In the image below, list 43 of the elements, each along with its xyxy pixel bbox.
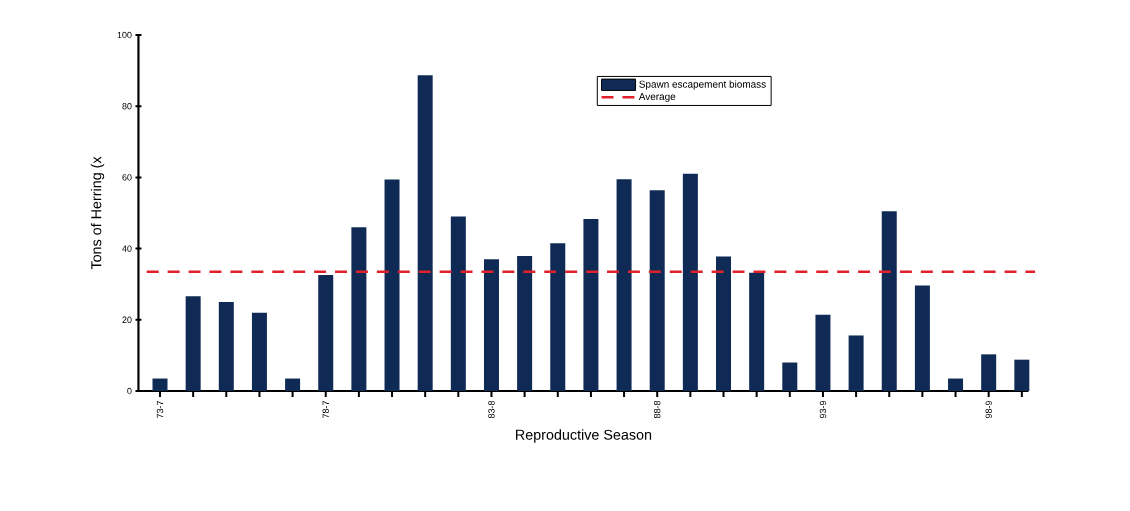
bar [417, 75, 433, 391]
bar [749, 272, 765, 391]
bar [351, 227, 367, 391]
y-axis-title: Tons of Herring (x [90, 156, 105, 270]
bar [682, 173, 698, 391]
bar [948, 378, 964, 391]
bar [881, 211, 897, 391]
x-axis-title: Reproductive Season [516, 429, 652, 443]
x-tick-label: 98-9 [985, 400, 992, 419]
bar [782, 362, 798, 391]
bar [550, 243, 566, 391]
bar [517, 256, 533, 391]
bar [185, 296, 201, 391]
bar [716, 256, 732, 391]
bar [1014, 359, 1030, 391]
bar [384, 179, 400, 391]
bar [583, 219, 599, 391]
bar [450, 216, 466, 391]
bar [848, 335, 864, 391]
x-tick-label: 73-7 [156, 400, 164, 418]
y-tick-label: 100 [117, 31, 132, 39]
legend-label: Spawn escapement biomass [639, 80, 766, 90]
bar [616, 179, 632, 391]
bar [218, 302, 234, 391]
y-tick-label: 80 [122, 103, 132, 110]
bar [914, 285, 930, 391]
y-tick-label: 40 [122, 245, 132, 252]
y-tick-label: 0 [127, 387, 132, 395]
bar [483, 259, 499, 391]
legend-label: Average [638, 93, 676, 103]
x-tick-label: 83-8 [488, 400, 495, 419]
bar [152, 378, 168, 391]
x-tick-label: 78-7 [322, 400, 329, 418]
x-tick-label: 88-8 [654, 400, 661, 419]
y-tick-label: 60 [122, 174, 132, 181]
bar [815, 314, 831, 391]
bar [649, 190, 665, 391]
bar [285, 378, 301, 391]
y-tick-label: 20 [122, 316, 132, 323]
x-tick-label: 93-9 [819, 400, 827, 419]
bar [318, 274, 334, 391]
bar [251, 312, 267, 391]
bar [981, 354, 997, 391]
